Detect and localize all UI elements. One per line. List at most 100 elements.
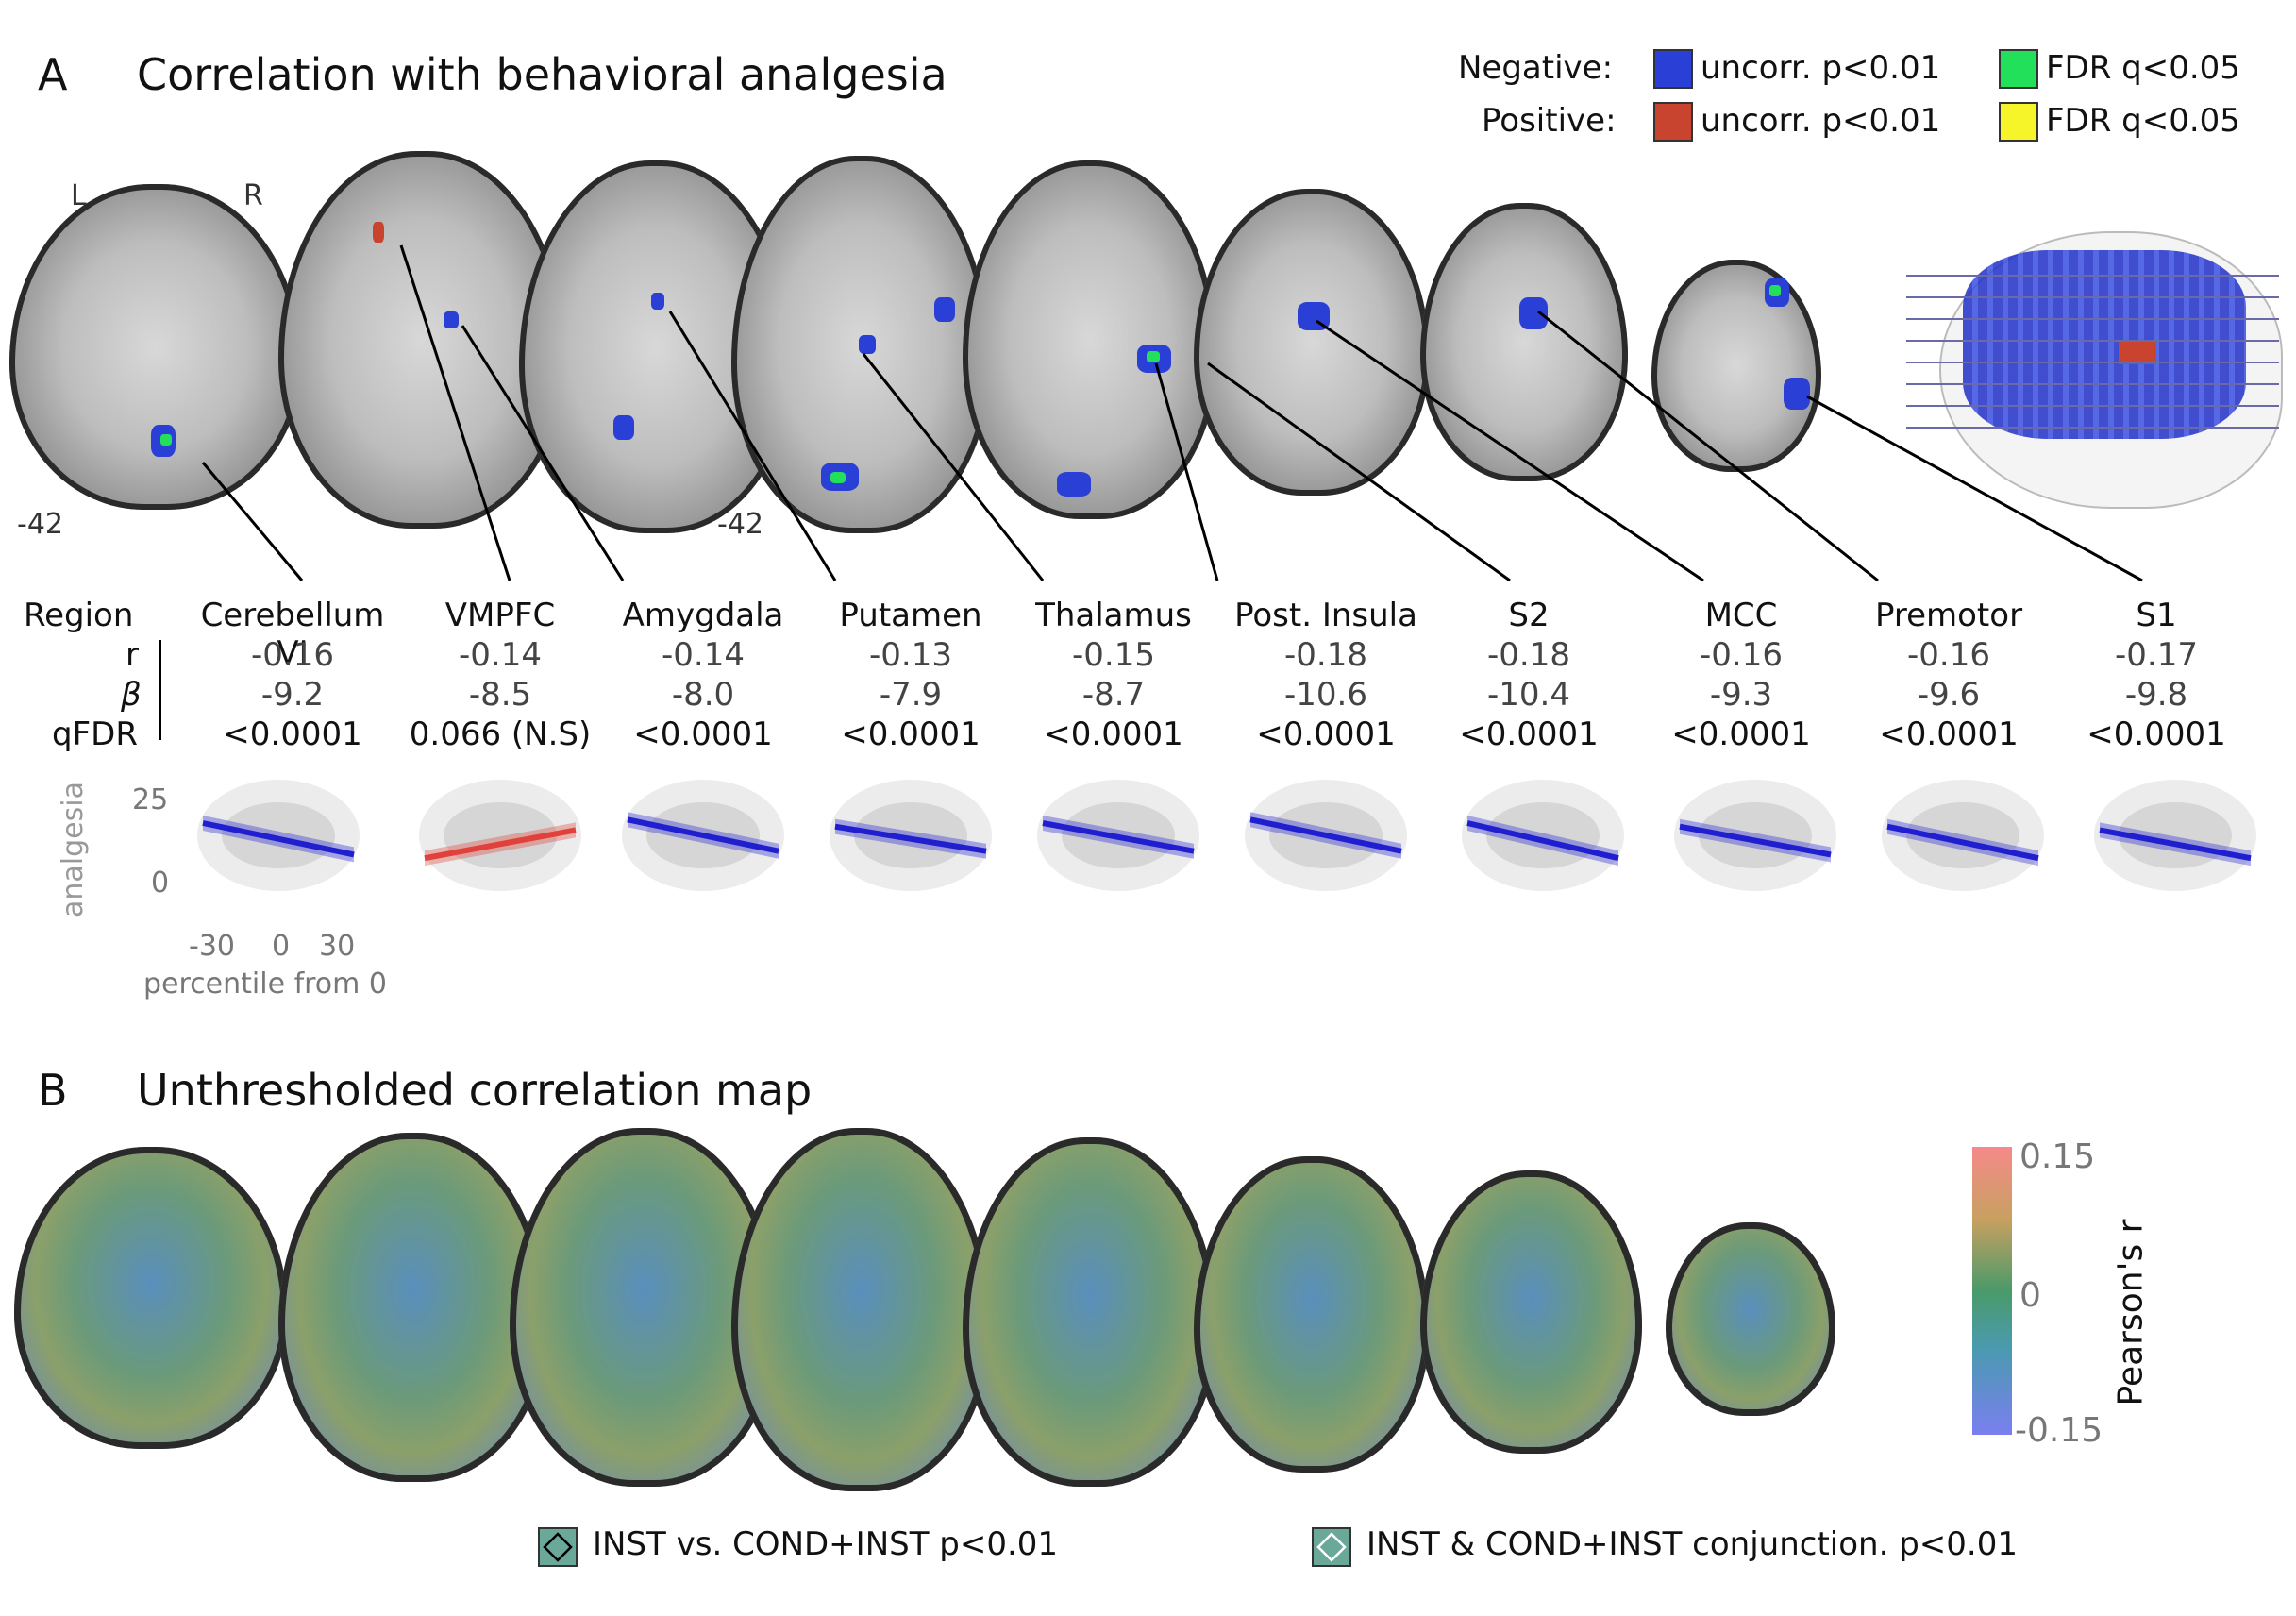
row-header-r: r <box>126 636 139 674</box>
regression-line <box>1886 823 2039 862</box>
density-inner <box>854 802 967 868</box>
table-cell-beta: -9.8 <box>2124 676 2188 714</box>
activation-cluster <box>444 311 459 328</box>
table-cell-name: Post. Insula <box>1234 597 1417 634</box>
table-cell-name: Putamen <box>839 597 982 634</box>
brain-slice-b6 <box>1194 1156 1430 1473</box>
density-inner <box>1486 802 1600 868</box>
activation-cluster <box>613 415 634 440</box>
regression-line <box>834 823 987 854</box>
orient-left-label: L <box>71 179 87 212</box>
row-header-region: Region <box>24 597 134 634</box>
colorbar-max-label: 0.15 <box>2019 1137 2096 1176</box>
table-cell-r: -0.14 <box>662 636 745 674</box>
table-cell-r: -0.18 <box>1487 636 1570 674</box>
table-cell-beta: -8.0 <box>671 676 735 714</box>
panel-a-letter: A <box>38 49 68 100</box>
activation-cluster <box>373 222 384 243</box>
x-tick-neg30: -30 <box>189 930 235 963</box>
row-header-beta: β <box>121 676 142 714</box>
activation-cluster <box>934 297 955 322</box>
brain-slice-b8 <box>1666 1222 1835 1416</box>
legend-neg-fdr-label: FDR q<0.05 <box>2046 49 2240 87</box>
table-cell-name: Amygdala <box>622 597 784 634</box>
table-cell-beta: -9.6 <box>1917 676 1981 714</box>
colorbar <box>1972 1147 2012 1435</box>
scatter-plot-4 <box>830 780 992 891</box>
legend-positive-label: Positive: <box>1482 102 1617 140</box>
table-cell-q: <0.0001 <box>1459 715 1599 753</box>
table-cell-q: <0.0001 <box>841 715 980 753</box>
activation-cluster <box>160 434 172 446</box>
x-tick-0: 0 <box>272 930 291 963</box>
table-cell-name: Cerebellum VI <box>200 597 385 672</box>
x-axis-label: percentile from 0 <box>143 968 388 1001</box>
scatter-plot-5 <box>1037 780 1199 891</box>
activation-cluster <box>1784 378 1810 410</box>
table-cell-r: -0.16 <box>251 636 334 674</box>
activation-cluster <box>830 472 846 483</box>
table-divider <box>159 640 161 740</box>
colorbar-mid-label: 0 <box>2019 1276 2041 1315</box>
brain-slice-a2 <box>278 151 566 529</box>
legend-conjunction-label: INST & COND+INST conjunction. p<0.01 <box>1366 1525 2018 1563</box>
scatter-plot-10 <box>2094 780 2256 891</box>
brain-slice-b1 <box>14 1147 288 1449</box>
regression-line <box>1679 823 1832 858</box>
table-cell-q: <0.0001 <box>1044 715 1183 753</box>
panel-a-title: Correlation with behavioral analgesia <box>137 49 947 100</box>
panel-b-letter: B <box>38 1065 68 1116</box>
regression-line <box>1042 820 1195 854</box>
x-tick-30: 30 <box>319 930 356 963</box>
scatter-plot-3 <box>622 780 784 891</box>
row-header-qfdr: qFDR <box>52 715 138 753</box>
scatter-plot-7 <box>1462 780 1624 891</box>
table-cell-r: -0.16 <box>1700 636 1783 674</box>
scatter-plot-9 <box>1882 780 2044 891</box>
regression-line <box>2099 827 2252 862</box>
orient-right-label: R <box>243 179 263 212</box>
table-cell-beta: -8.5 <box>468 676 532 714</box>
activation-cluster <box>1519 297 1548 329</box>
regression-line <box>627 816 779 854</box>
activation-cluster <box>1147 351 1160 362</box>
table-cell-name: VMPFC <box>444 597 556 634</box>
table-cell-q: <0.0001 <box>1879 715 2019 753</box>
legend-pos-fdr-swatch <box>1999 102 2038 142</box>
legend-conjunction-swatch <box>1312 1527 1351 1567</box>
panel-b-title: Unthresholded correlation map <box>137 1065 813 1116</box>
table-cell-beta: -9.2 <box>260 676 325 714</box>
density-inner <box>1699 802 1812 868</box>
activation-cluster <box>859 335 876 354</box>
activation-cluster <box>1769 285 1781 296</box>
y-axis-label: analgesia <box>57 782 90 917</box>
table-cell-beta: -10.4 <box>1487 676 1570 714</box>
legend-neg-fdr-swatch <box>1999 49 2038 89</box>
table-cell-q: <0.0001 <box>1671 715 1811 753</box>
slice-position-lines <box>1906 255 2279 444</box>
legend-pos-fdr-label: FDR q<0.05 <box>2046 102 2240 140</box>
regression-line <box>202 820 355 858</box>
table-cell-name: S2 <box>1508 597 1550 634</box>
table-cell-q: <0.0001 <box>2087 715 2226 753</box>
brain-slice-b5 <box>963 1137 1217 1487</box>
activation-cluster <box>1057 472 1091 497</box>
density-inner <box>1906 802 2019 868</box>
table-cell-name: Thalamus <box>1035 597 1192 634</box>
table-cell-q: <0.0001 <box>633 715 773 753</box>
brain-slice-a7 <box>1420 203 1628 481</box>
legend-neg-uncorr-swatch <box>1653 49 1693 89</box>
scatter-plot-2 <box>419 780 581 891</box>
table-cell-r: -0.15 <box>1072 636 1155 674</box>
brain-slice-b7 <box>1420 1170 1642 1454</box>
colorbar-min-label: -0.15 <box>2015 1411 2103 1450</box>
brain-slice-a8 <box>1651 260 1821 472</box>
table-cell-beta: -7.9 <box>879 676 943 714</box>
table-cell-name: Premotor <box>1874 597 2023 634</box>
activation-cluster <box>651 293 664 310</box>
table-cell-beta: -8.7 <box>1081 676 1146 714</box>
table-cell-q: <0.0001 <box>223 715 362 753</box>
brain-slice-b2 <box>278 1133 547 1482</box>
density-inner <box>222 802 335 868</box>
